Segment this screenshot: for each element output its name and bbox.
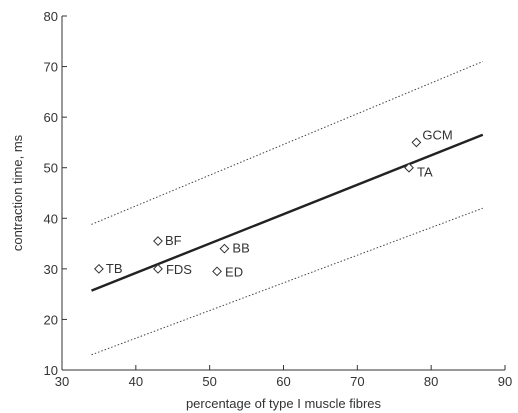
- series-lines: [91, 61, 484, 356]
- point-label-bf: BF: [165, 233, 182, 248]
- x-tick-label-50: 50: [202, 374, 216, 389]
- regression-line: [91, 133, 484, 292]
- point-label-ed: ED: [225, 264, 243, 279]
- x-axis-label: percentage of type I muscle fibres: [186, 396, 382, 411]
- point-label-bb: BB: [232, 241, 249, 256]
- point-ed: [212, 266, 222, 277]
- y-tick-label-20: 20: [44, 312, 58, 327]
- x-ticks: 30 40 50 60 70 80 90: [55, 365, 512, 389]
- point-label-tb: TB: [106, 261, 123, 276]
- y-tick-label-30: 30: [44, 262, 58, 277]
- lower-confidence-line: [91, 207, 483, 356]
- point-bf: [153, 236, 163, 246]
- y-axis-label: contraction time, ms: [10, 134, 25, 251]
- x-tick-label-80: 80: [424, 374, 438, 389]
- y-tick-label-40: 40: [44, 211, 58, 226]
- x-tick-label-60: 60: [276, 374, 290, 389]
- y-ticks: 10 20 30 40 50 60 70 80: [44, 9, 67, 378]
- y-tick-label-60: 60: [44, 110, 58, 125]
- data-points: TB BF FDS BB ED GCM TA: [94, 127, 453, 279]
- point-tb: [94, 263, 104, 274]
- upper-confidence-line: [91, 61, 483, 225]
- x-tick-label-40: 40: [129, 374, 143, 389]
- point-gcm: [411, 137, 422, 148]
- y-tick-label-10: 10: [44, 363, 58, 378]
- x-tick-label-30: 30: [55, 374, 69, 389]
- y-tick-label-80: 80: [44, 9, 58, 24]
- point-label-fds: FDS: [166, 262, 192, 277]
- point-label-ta: TA: [417, 165, 433, 180]
- x-tick-label-90: 90: [498, 374, 512, 389]
- y-tick-label-70: 70: [44, 60, 58, 75]
- point-fds: [153, 263, 163, 274]
- y-tick-label-50: 50: [44, 161, 58, 176]
- x-tick-label-70: 70: [350, 374, 364, 389]
- point-bb: [219, 243, 230, 254]
- axes: [61, 16, 505, 371]
- point-ta: [404, 162, 414, 173]
- point-label-gcm: GCM: [422, 127, 452, 142]
